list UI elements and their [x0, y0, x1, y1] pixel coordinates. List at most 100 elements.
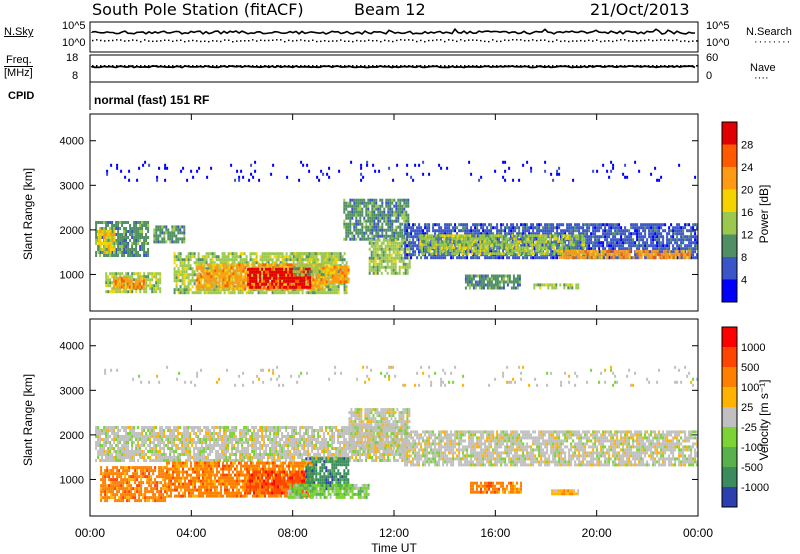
heatmap-cell: [556, 247, 559, 251]
nsearch-dot: [376, 39, 378, 42]
heatmap-cell: [508, 229, 511, 233]
heatmap-cell: [424, 247, 427, 251]
heatmap-cell: [292, 255, 295, 259]
heatmap-cell: [223, 288, 226, 292]
heatmap-cell: [620, 229, 623, 233]
heatmap-cell: [375, 222, 378, 226]
heatmap-cell: [275, 261, 278, 265]
heatmap-cell: [464, 223, 467, 227]
heatmap-cell: [387, 213, 390, 217]
heatmap-cell: [261, 267, 264, 271]
nave-dot: [396, 65, 398, 67]
heatmap-cell: [690, 226, 693, 230]
heatmap-cell: [592, 226, 595, 230]
heatmap-cell: [177, 270, 180, 274]
heatmap-cell: [516, 256, 519, 260]
heatmap-cell: [155, 281, 158, 285]
heatmap-cell: [211, 288, 214, 292]
heatmap-cell: [389, 207, 392, 211]
heatmap-cell: [386, 244, 389, 248]
heatmap-cell: [114, 279, 117, 283]
heatmap-cell: [682, 235, 685, 239]
heatmap-cell: [175, 264, 178, 268]
heatmap-cell: [145, 275, 148, 279]
heatmap-cell: [105, 284, 108, 288]
heatmap-cell: [329, 268, 332, 272]
heatmap-cell: [420, 256, 423, 260]
nave-dot: [196, 65, 198, 67]
heatmap-cell: [112, 276, 115, 280]
nsearch-dot: [316, 40, 318, 43]
heatmap-cell: [526, 256, 529, 260]
heatmap-cell: [412, 235, 415, 239]
heatmap-cell: [137, 233, 140, 236]
heatmap-cell: [666, 241, 669, 245]
power-heatmap: [95, 160, 699, 295]
heatmap-cell: [548, 235, 551, 239]
heatmap-cell: [289, 258, 292, 262]
heatmap-cell: [157, 225, 160, 229]
heatmap-cell: [317, 291, 320, 295]
heatmap-cell: [230, 284, 233, 288]
heatmap-cell: [220, 269, 223, 273]
heatmap-cell: [496, 250, 499, 254]
heatmap-cell: [375, 213, 378, 217]
heatmap-cell: [277, 285, 280, 289]
heatmap-cell: [648, 235, 651, 239]
heatmap-cell: [528, 232, 531, 236]
heatmap-cell: [271, 258, 274, 262]
heatmap-cell: [430, 244, 433, 248]
heatmap-cell: [424, 226, 427, 230]
heatmap-cell: [299, 279, 302, 283]
heatmap-cell: [533, 243, 536, 247]
heatmap-cell: [560, 229, 563, 233]
heatmap-cell: [246, 263, 249, 267]
heatmap-cell: [690, 244, 693, 248]
nsearch-dot: [596, 39, 598, 41]
heatmap-cell: [103, 254, 106, 257]
heatmap-cell: [291, 291, 294, 295]
heatmap-cell: [103, 227, 106, 230]
heatmap-cell: [189, 255, 192, 259]
heatmap-cell: [307, 255, 310, 259]
nave-dot: [404, 65, 406, 67]
heatmap-cell: [467, 246, 470, 250]
heatmap-cell: [120, 282, 123, 286]
heatmap-cell: [602, 244, 605, 248]
heatmap-cell: [384, 247, 387, 251]
heatmap-cell: [456, 256, 459, 260]
heatmap-cell: [568, 229, 571, 233]
heatmap-cell: [215, 288, 218, 292]
heatmap-cell: [121, 254, 124, 257]
heatmap-cell: [357, 231, 360, 235]
heatmap-cell: [646, 238, 649, 242]
heatmap-cell: [465, 234, 468, 238]
heatmap-cell: [97, 241, 100, 245]
heatmap-cell: [448, 229, 451, 233]
heatmap-cell: [373, 219, 376, 223]
heatmap-cell: [349, 228, 352, 232]
heatmap-cell: [147, 227, 150, 230]
heatmap-cell: [387, 234, 390, 238]
heatmap-cell: [692, 256, 695, 260]
heatmap-cell: [122, 276, 125, 280]
heatmap-cell: [291, 279, 294, 283]
heatmap-cell: [359, 228, 362, 232]
heatmap-cell: [292, 252, 295, 256]
heatmap-cell: [337, 285, 340, 289]
heatmap-cell: [204, 278, 207, 282]
nave-dot: [380, 65, 382, 67]
heatmap-cell: [289, 273, 292, 277]
heatmap-cell: [610, 241, 613, 245]
heatmap-cell: [544, 223, 547, 227]
heatmap-cell: [322, 278, 325, 282]
heatmap-cell: [181, 261, 184, 265]
heatmap-cell: [236, 284, 239, 288]
heatmap-cell: [95, 236, 98, 239]
nsearch-dot: [476, 39, 478, 41]
heatmap-cell: [501, 234, 504, 238]
heatmap-cell: [412, 253, 415, 257]
heatmap-cell: [314, 264, 317, 268]
heatmap-cell: [109, 278, 112, 282]
heatmap-cell: [448, 250, 451, 254]
